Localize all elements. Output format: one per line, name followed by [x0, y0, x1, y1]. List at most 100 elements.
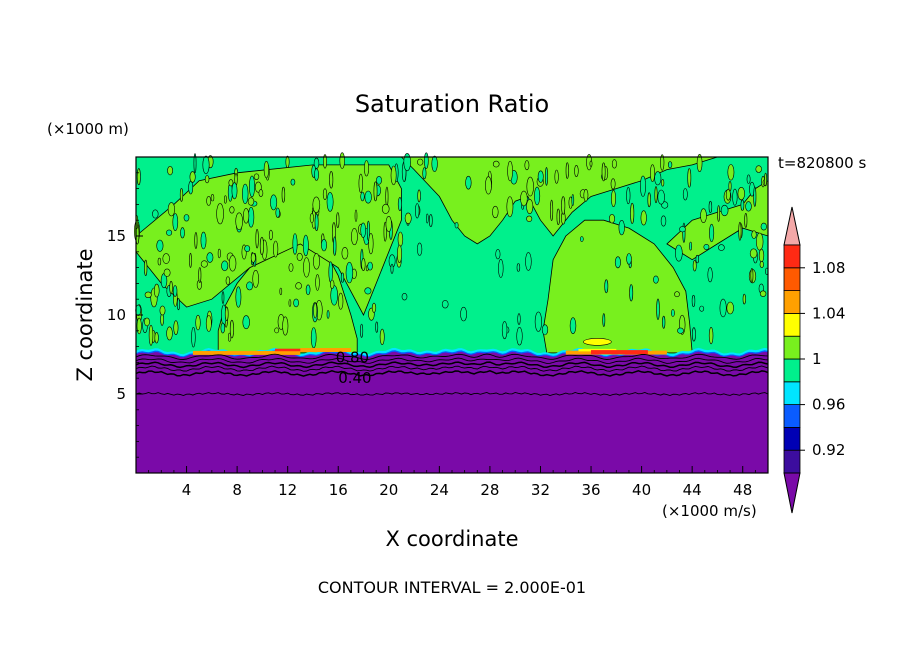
x-tick-label: 12	[278, 481, 297, 499]
contour-cell	[368, 233, 374, 255]
contour-cell	[507, 160, 513, 182]
supersaturated-strip	[275, 348, 307, 352]
contour-cell	[279, 287, 283, 296]
contour-cell	[677, 327, 684, 334]
contour-cell	[328, 261, 333, 283]
contour-cell	[746, 174, 751, 184]
x-units-label: (×1000 m/s)	[662, 502, 757, 520]
contour-cell	[281, 186, 286, 203]
contour-cell	[654, 171, 662, 186]
contour-cell	[524, 160, 530, 171]
contour-cell	[545, 167, 548, 186]
contour-cell	[326, 192, 334, 212]
contour-cell	[136, 168, 141, 186]
x-tick-label: 20	[379, 481, 398, 499]
colorbar-swatch	[783, 335, 801, 360]
contour-cell	[696, 154, 703, 173]
contour-cell	[136, 317, 142, 335]
contour-lines: 0.80 0.40	[135, 349, 769, 396]
x-tick-label: 36	[581, 481, 600, 499]
contour-cell	[293, 298, 299, 308]
contour-cell	[250, 252, 256, 263]
contour-cell	[465, 175, 472, 190]
contour-cell	[288, 263, 294, 272]
contour-cell	[200, 231, 207, 250]
contour-cell	[148, 324, 154, 346]
contour-cell	[157, 257, 162, 266]
contour-cell	[516, 263, 521, 272]
dry-layer	[136, 351, 768, 473]
contour-cell	[656, 298, 660, 320]
contour-cell	[639, 175, 646, 197]
contour-cell	[720, 204, 729, 217]
contour-cell	[692, 260, 697, 272]
contour-cell	[358, 173, 363, 193]
contour-cell	[273, 240, 279, 258]
contour-cell	[689, 241, 693, 251]
contour-cell	[541, 324, 549, 336]
contour-cell	[189, 252, 192, 268]
contour-cell	[404, 212, 412, 225]
contour-cell	[224, 306, 229, 322]
contour-cell	[687, 168, 692, 188]
colorbar-over-arrow	[783, 206, 801, 246]
contour-cell	[749, 248, 758, 259]
contour-cell	[253, 173, 260, 180]
contour-cell	[360, 323, 364, 338]
contour-cell	[674, 291, 680, 298]
contour-cell	[375, 321, 379, 333]
contour-interval-label: CONTOUR INTERVAL = 2.000E-01	[318, 578, 586, 597]
contour-cell	[717, 205, 721, 222]
contour-cell	[484, 176, 492, 195]
contour-cell	[758, 248, 765, 263]
contour-cell	[152, 209, 159, 219]
contour-cell	[313, 302, 318, 319]
contour-cell	[180, 227, 185, 239]
contour-cell	[498, 258, 504, 278]
colorbar-swatch	[783, 358, 801, 383]
colorbar-swatch	[783, 244, 801, 269]
contour-cell	[737, 187, 745, 201]
contour-cell	[210, 194, 215, 202]
contour-cell	[194, 232, 198, 249]
colorbar-swatch	[783, 381, 801, 405]
contour-cell	[653, 275, 659, 284]
colorbar-label: 1	[812, 350, 822, 368]
colorbar: 1.08 1.04 1 0.96 0.92	[783, 206, 845, 514]
contour-cell	[364, 287, 372, 295]
contour-cell	[242, 315, 250, 330]
contour-cell	[759, 290, 767, 297]
contour-cell	[275, 207, 280, 218]
contour-cell	[753, 186, 757, 207]
contour-cell	[534, 186, 541, 206]
contour-cell	[574, 165, 579, 178]
contour-cell	[322, 188, 328, 200]
contour-cell	[604, 279, 609, 294]
contour-cell	[682, 222, 686, 243]
contour-cell	[225, 276, 231, 286]
contour-cell	[220, 322, 226, 334]
contour-cell	[460, 306, 467, 322]
region-upper-mid	[400, 156, 718, 245]
contour-cell	[379, 328, 385, 346]
contour-cell	[626, 253, 632, 265]
colorbar-under-arrow	[783, 472, 801, 514]
contour-cell	[314, 213, 319, 231]
x-tick-label: 4	[182, 481, 192, 499]
contour-cell	[177, 298, 181, 311]
contour-cell	[246, 281, 253, 291]
contour-cell	[579, 236, 584, 242]
contour-cell	[744, 212, 748, 228]
contour-cell	[401, 293, 408, 301]
contour-cell	[415, 203, 420, 219]
contour-cell	[428, 214, 433, 228]
contour-cell	[554, 169, 559, 184]
contour-cell	[367, 261, 373, 271]
contour-cell	[205, 315, 212, 332]
contour-cell	[526, 176, 534, 197]
contour-cell	[217, 248, 221, 259]
contour-cell	[492, 160, 500, 168]
contour-cell	[640, 210, 647, 226]
contour-cell	[259, 236, 264, 256]
